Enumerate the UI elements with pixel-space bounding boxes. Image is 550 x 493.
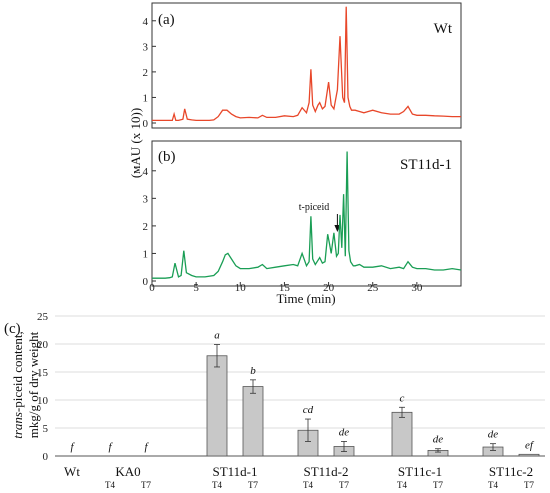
panel-c-y-title-line2: mkg/g of dry weight — [26, 331, 41, 438]
bar — [518, 453, 540, 457]
subcategory-label: T4 — [105, 480, 115, 490]
y-tick-label: 15 — [37, 367, 49, 379]
significance-letter: f — [144, 441, 149, 453]
significance-letter: de — [488, 429, 499, 441]
significance-letter: ef — [525, 439, 535, 451]
x-tick-label: 20 — [323, 282, 335, 294]
x-tick-label: 25 — [367, 282, 379, 294]
group-label: ST11d-1 — [212, 464, 257, 479]
subcategory-label: T4 — [488, 480, 498, 490]
panel-c: (c) trans-piceid content, mkg/g of dry w… — [4, 311, 545, 490]
subcategory-label: T4 — [303, 480, 313, 490]
y-tick-label: 3 — [143, 41, 149, 53]
shared-y-axis-title: (мAU (x 10)) — [128, 108, 143, 178]
panel-a-sample-label: Wt — [434, 21, 453, 37]
y-tick-label: 4 — [143, 166, 149, 178]
panel-b-label: (b) — [158, 149, 176, 165]
group-label: Wt — [64, 464, 80, 479]
x-axis-title: Time (min) — [276, 291, 335, 306]
y-tick-label: 25 — [37, 311, 49, 323]
panel-b-frame — [151, 140, 462, 287]
bar — [242, 386, 264, 457]
y-tick-label: 20 — [37, 339, 49, 351]
subcategory-label: T4 — [397, 480, 407, 490]
significance-letter: b — [250, 365, 256, 377]
group-label: KA0 — [115, 464, 140, 479]
panel-b-chromatogram-line — [152, 151, 462, 279]
significance-letter: cd — [303, 404, 314, 416]
group-label: ST11d-2 — [303, 464, 348, 479]
significance-letter: f — [70, 441, 75, 453]
y-tick-label: 0 — [143, 276, 149, 288]
y-tick-label: 2 — [143, 67, 149, 79]
x-tick-label: 30 — [411, 282, 423, 294]
subcategory-label: T7 — [339, 480, 349, 490]
significance-letter: f — [108, 441, 113, 453]
panel-c-y-axis: 0 5 10 15 20 25 — [37, 311, 49, 463]
panel-a: (a) Wt 0 1 2 3 4 — [143, 2, 462, 130]
t-piceid-annotation: t-piceid — [299, 202, 330, 213]
x-tick-label: 10 — [235, 282, 247, 294]
panel-c-group-labels: Wt KA0 ST11d-1 ST11d-2 ST11c-1 ST11c-2 — [64, 464, 533, 479]
y-tick-label: 4 — [143, 16, 149, 28]
significance-letter: de — [339, 426, 350, 438]
x-tick-label: 5 — [193, 282, 199, 294]
panel-c-y-title-rest: -piceid content, — [10, 331, 25, 412]
y-tick-label: 2 — [143, 221, 149, 233]
y-tick-label: 3 — [143, 193, 149, 205]
x-tick-label: 0 — [149, 282, 155, 294]
panel-b-x-axis: 0 5 10 15 20 25 30 — [149, 282, 423, 294]
y-tick-label: 5 — [43, 423, 49, 435]
panel-b-sample-label: ST11d-1 — [400, 157, 452, 173]
bar — [391, 411, 413, 457]
panel-b-y-axis: 0 1 2 3 4 — [143, 166, 156, 288]
subcategory-label: T7 — [248, 480, 258, 490]
group-label: ST11c-1 — [398, 464, 442, 479]
bar — [206, 355, 228, 457]
panel-a-label: (a) — [158, 12, 175, 28]
panel-a-y-axis: 0 1 2 3 4 — [143, 16, 156, 130]
panel-a-frame — [151, 2, 462, 129]
y-tick-label: 0 — [43, 451, 49, 463]
subcategory-label: T7 — [141, 480, 151, 490]
significance-letter: c — [400, 392, 405, 404]
y-tick-label: 1 — [143, 248, 149, 260]
subcategory-label: T4 — [212, 480, 222, 490]
panel-a-chromatogram-line — [152, 6, 461, 122]
panel-c-y-title-line1: trans-piceid content, — [10, 331, 25, 439]
subcategory-label: T7 — [433, 480, 443, 490]
y-tick-label: 0 — [143, 118, 149, 130]
x-tick-label: 15 — [279, 282, 291, 294]
group-label: ST11c-2 — [489, 464, 533, 479]
panel-c-label: (c) — [4, 321, 21, 337]
y-tick-label: 1 — [143, 92, 149, 104]
significance-letter: a — [214, 330, 220, 342]
subcategory-label: T7 — [524, 480, 534, 490]
panel-c-y-title-italic: trans — [10, 412, 25, 439]
y-tick-label: 10 — [37, 395, 49, 407]
significance-letter: de — [433, 434, 444, 446]
panel-c-bars: f f T4 f T7 a T4 b T7 cd T4 de T7 c T4 de T7 de T4 ef T7 — [70, 330, 540, 490]
